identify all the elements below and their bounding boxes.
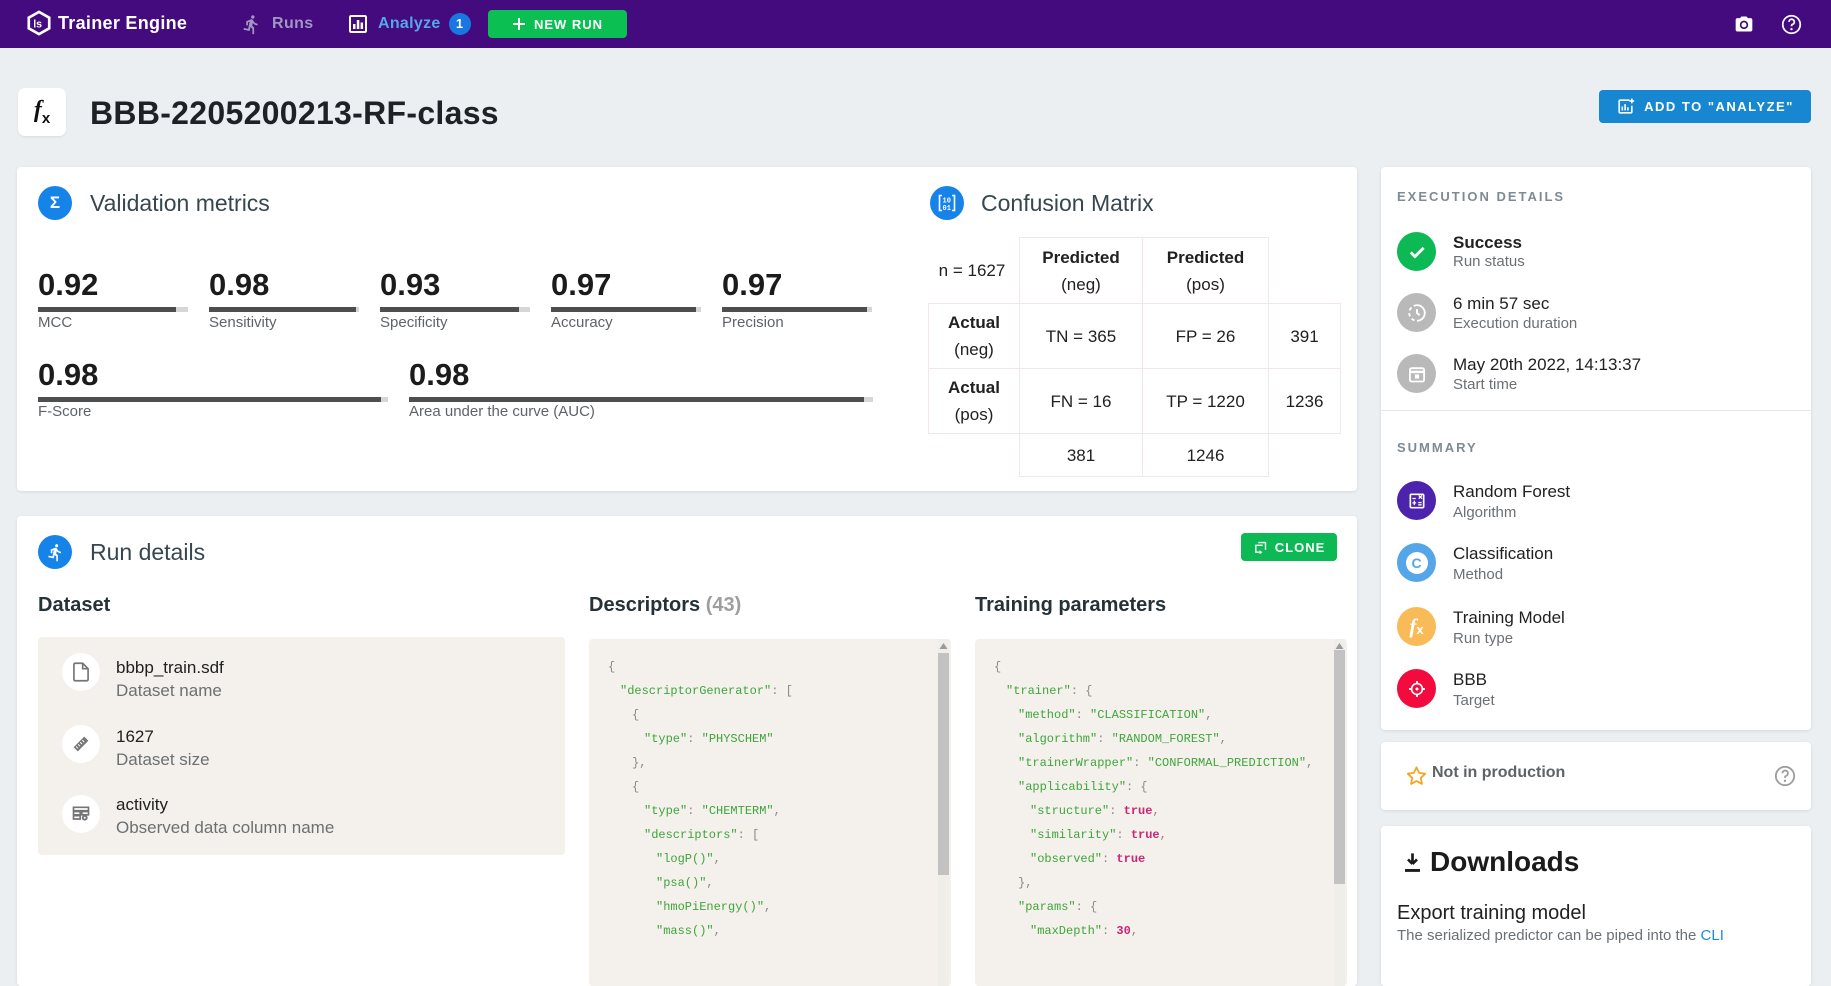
svg-text:01: 01 [943,205,951,213]
svg-text:10: 10 [943,198,951,206]
svg-text:ls: ls [33,18,42,30]
